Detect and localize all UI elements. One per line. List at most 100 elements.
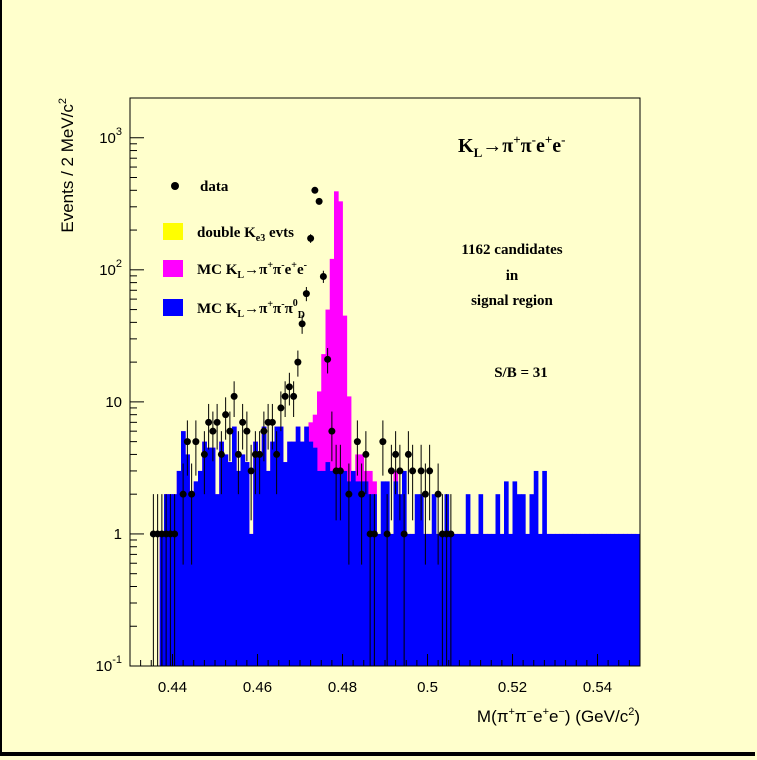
- blue-bar: [601, 533, 607, 666]
- blue-bar: [623, 533, 628, 666]
- blue-bar: [359, 481, 365, 666]
- legend-blue-swatch: [163, 299, 183, 316]
- legend-magenta-label: MC KL→π+π-e+e-: [197, 260, 307, 281]
- data-point: [277, 404, 285, 412]
- blue-bar: [210, 447, 216, 666]
- blue-bar: [550, 533, 556, 666]
- data-point: [434, 490, 442, 498]
- blue-bar: [193, 481, 199, 666]
- data-point: [409, 467, 417, 475]
- blue-bar: [597, 533, 603, 666]
- data-point: [192, 438, 200, 446]
- blue-bar: [427, 533, 433, 666]
- data-point: [392, 450, 400, 458]
- blue-bar: [198, 470, 203, 666]
- annotation-candidates: 1162 candidates: [461, 242, 562, 258]
- blue-bar: [227, 462, 233, 666]
- blue-bar: [325, 462, 331, 666]
- data-point: [273, 450, 281, 458]
- blue-bar: [346, 481, 352, 666]
- blue-bar: [312, 447, 318, 666]
- blue-bar: [257, 454, 263, 666]
- blue-bar: [232, 426, 237, 666]
- legend: data double Ke3 evts MC KL→π+π-e+e- MC KL→π…: [163, 179, 307, 321]
- blue-bar: [478, 494, 484, 666]
- data-point: [222, 411, 230, 419]
- data-point: [209, 427, 217, 435]
- blue-bar: [202, 441, 207, 666]
- data-point: [307, 234, 315, 242]
- data-point: [345, 490, 353, 498]
- blue-bar: [223, 454, 229, 666]
- blue-bar: [423, 533, 428, 666]
- data-point: [379, 438, 387, 446]
- y-tick-label: 103: [99, 126, 122, 147]
- blue-bar: [589, 533, 594, 666]
- x-axis-title: M(π+π−e+e−) (GeV/c2): [477, 706, 640, 726]
- data-point: [383, 530, 391, 538]
- blue-bar: [542, 470, 547, 666]
- blue-bar: [295, 426, 301, 666]
- blue-bar: [219, 441, 224, 666]
- magenta-bar: [334, 191, 339, 666]
- blue-bar: [431, 494, 437, 666]
- blue-bar: [291, 441, 297, 666]
- legend-yellow-swatch: [163, 223, 183, 240]
- data-point: [417, 467, 425, 475]
- blue-bar: [461, 533, 467, 666]
- blue-bar: [499, 533, 505, 666]
- blue-bar: [176, 470, 182, 666]
- blue-bar: [308, 441, 314, 666]
- data-point: [200, 450, 208, 458]
- blue-bar: [389, 533, 394, 666]
- blue-bar: [572, 533, 577, 666]
- data-point: [247, 467, 255, 475]
- y-tick-label: 10-1: [96, 654, 122, 675]
- blue-bar: [482, 533, 488, 666]
- legend-data-label: data: [200, 179, 229, 195]
- data-point: [239, 418, 247, 426]
- blue-bar: [635, 533, 641, 666]
- blue-bar: [351, 470, 356, 666]
- data-point: [324, 355, 332, 363]
- legend-blue-label: MC KL→π+π-π0D: [197, 298, 305, 321]
- data-point: [281, 392, 289, 400]
- blue-bar: [576, 533, 581, 666]
- blue-bar: [457, 533, 462, 666]
- blue-bar: [516, 494, 522, 666]
- data-point: [353, 438, 361, 446]
- blue-bar: [278, 426, 284, 666]
- blue-bar: [317, 470, 322, 666]
- blue-bar: [563, 533, 569, 666]
- blue-bar: [453, 533, 458, 666]
- data-point: [188, 490, 196, 498]
- blue-bar: [606, 533, 611, 666]
- data-point: [179, 490, 187, 498]
- blue-bar: [487, 533, 492, 666]
- blue-bar: [555, 533, 560, 666]
- blue-bar: [304, 426, 309, 666]
- chart-title: KL→π+π-e+e-: [458, 132, 565, 160]
- blue-bar: [470, 533, 475, 666]
- blue-bar: [546, 533, 552, 666]
- blue-bar: [521, 494, 526, 666]
- blue-bar: [419, 494, 424, 666]
- data-point: [319, 272, 327, 280]
- blue-bar: [329, 470, 335, 666]
- blue-bar: [270, 441, 275, 666]
- blue-bar: [397, 494, 403, 666]
- data-point: [260, 427, 268, 435]
- blue-bar: [504, 481, 509, 666]
- data-point: [328, 427, 336, 435]
- x-tick-label: 0.5: [417, 679, 438, 696]
- blue-bar: [410, 533, 416, 666]
- blue-bar: [491, 533, 496, 666]
- data-point: [268, 418, 276, 426]
- data-point: [336, 467, 344, 475]
- y-tick-label: 102: [99, 258, 122, 279]
- blue-bar: [215, 494, 220, 666]
- blue-bar: [253, 441, 258, 666]
- blue-bar: [240, 454, 246, 666]
